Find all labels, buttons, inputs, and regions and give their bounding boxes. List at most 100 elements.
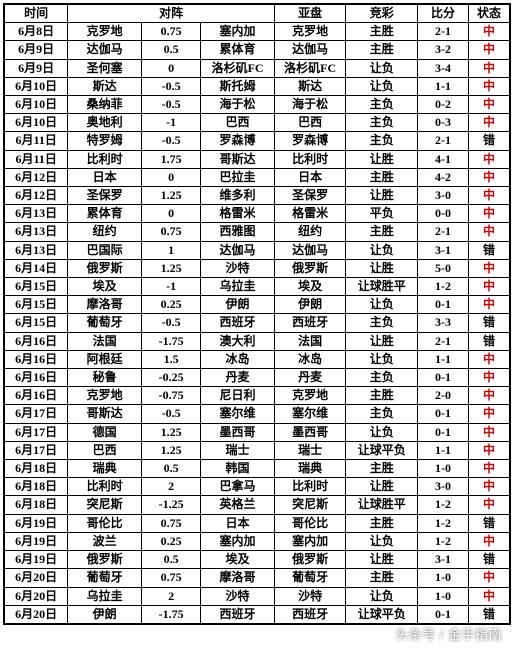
cell-jingcai: 主胜 <box>346 223 418 241</box>
table-header: 时间 对阵 亚盘 竞彩 比分 状态 <box>5 5 510 23</box>
cell-jingcai: 主胜 <box>346 168 418 186</box>
cell-status: 中 <box>469 350 510 368</box>
cell-status: 中 <box>469 168 510 186</box>
cell-team1: 比利时 <box>68 150 142 168</box>
cell-team2: 巴西 <box>201 114 275 132</box>
cell-handicap: -1.75 <box>141 605 200 623</box>
table-row: 6月12日圣保罗1.25维多利圣保罗让胜3-0中 <box>5 187 510 205</box>
header-date: 时间 <box>5 5 68 23</box>
cell-score: 0-1 <box>417 405 468 423</box>
header-status: 状态 <box>469 5 510 23</box>
cell-team2: 瑞士 <box>201 441 275 459</box>
cell-status: 中 <box>469 259 510 277</box>
table-row: 6月13日累体育0格雷米格雷米平负0-0中 <box>5 205 510 223</box>
table-row: 6月9日达伽马0.5累体育达伽马主胜3-2中 <box>5 41 510 59</box>
cell-team1: 特罗姆 <box>68 132 142 150</box>
cell-jingcai: 让负 <box>346 587 418 605</box>
cell-jingcai: 主负 <box>346 369 418 387</box>
cell-team2: 达伽马 <box>201 241 275 259</box>
cell-date: 6月16日 <box>5 332 68 350</box>
header-score: 比分 <box>417 5 468 23</box>
cell-handicap: 1.25 <box>141 423 200 441</box>
cell-status: 错 <box>469 314 510 332</box>
cell-team2: 冰岛 <box>201 350 275 368</box>
cell-score: 2-0 <box>417 387 468 405</box>
cell-team1: 累体育 <box>68 205 142 223</box>
cell-date: 6月19日 <box>5 551 68 569</box>
cell-score: 1-0 <box>417 460 468 478</box>
cell-team2: 海于松 <box>201 96 275 114</box>
table-row: 6月9日圣何塞0洛杉矶FC洛杉矶FC让负3-4中 <box>5 59 510 77</box>
cell-team2: 澳大利 <box>201 332 275 350</box>
cell-yapan: 洛杉矶FC <box>274 59 346 77</box>
cell-score: 2-1 <box>417 132 468 150</box>
cell-jingcai: 让胜 <box>346 332 418 350</box>
cell-yapan: 沙特 <box>274 587 346 605</box>
cell-team2: 罗森博 <box>201 132 275 150</box>
cell-team2: 塞内加 <box>201 532 275 550</box>
cell-team1: 比利时 <box>68 478 142 496</box>
cell-yapan: 法国 <box>274 332 346 350</box>
cell-score: 0-0 <box>417 205 468 223</box>
cell-jingcai: 让负 <box>346 77 418 95</box>
cell-team1: 日本 <box>68 168 142 186</box>
table-row: 6月19日俄罗斯0.5埃及俄罗斯让胜3-1错 <box>5 551 510 569</box>
cell-score: 1-2 <box>417 532 468 550</box>
cell-handicap: -0.5 <box>141 132 200 150</box>
cell-score: 1-2 <box>417 278 468 296</box>
cell-date: 6月15日 <box>5 314 68 332</box>
cell-team1: 乌拉圭 <box>68 587 142 605</box>
cell-handicap: -0.5 <box>141 77 200 95</box>
cell-yapan: 墨西哥 <box>274 423 346 441</box>
cell-team1: 奥地利 <box>68 114 142 132</box>
cell-jingcai: 主胜 <box>346 41 418 59</box>
cell-yapan: 丹麦 <box>274 369 346 387</box>
cell-status: 错 <box>469 332 510 350</box>
cell-team1: 波兰 <box>68 532 142 550</box>
cell-team2: 摩洛哥 <box>201 569 275 587</box>
cell-score: 1-0 <box>417 569 468 587</box>
cell-status: 中 <box>469 77 510 95</box>
cell-status: 中 <box>469 423 510 441</box>
table-row: 6月20日伊朗-1.75西班牙西班牙让球平负0-1错 <box>5 605 510 623</box>
cell-yapan: 突尼斯 <box>274 496 346 514</box>
cell-team1: 哥斯达 <box>68 405 142 423</box>
cell-status: 错 <box>469 551 510 569</box>
table-row: 6月15日摩洛哥0.25伊朗伊朗让负0-1中 <box>5 296 510 314</box>
table-body: 6月8日克罗地0.75塞内加克罗地主胜2-1中6月9日达伽马0.5累体育达伽马主… <box>5 23 510 624</box>
cell-team2: 西班牙 <box>201 605 275 623</box>
cell-status: 中 <box>469 460 510 478</box>
table-row: 6月18日比利时2巴拿马比利时让胜3-0中 <box>5 478 510 496</box>
cell-date: 6月9日 <box>5 41 68 59</box>
cell-yapan: 葡萄牙 <box>274 569 346 587</box>
cell-handicap: 1.25 <box>141 187 200 205</box>
cell-handicap: -1.25 <box>141 496 200 514</box>
cell-team1: 葡萄牙 <box>68 314 142 332</box>
table-row: 6月10日斯达-0.5斯托姆斯达让负1-1中 <box>5 77 510 95</box>
cell-yapan: 达伽马 <box>274 241 346 259</box>
cell-date: 6月10日 <box>5 114 68 132</box>
table-row: 6月17日哥斯达-0.5塞尔维塞尔维主负0-1中 <box>5 405 510 423</box>
cell-score: 3-4 <box>417 59 468 77</box>
table-row: 6月16日克罗地-0.75尼日利克罗地主胜2-0中 <box>5 387 510 405</box>
cell-date: 6月10日 <box>5 77 68 95</box>
cell-yapan: 纽约 <box>274 223 346 241</box>
cell-handicap: 1 <box>141 241 200 259</box>
cell-status: 中 <box>469 205 510 223</box>
cell-jingcai: 让球平负 <box>346 605 418 623</box>
cell-jingcai: 让胜 <box>346 187 418 205</box>
cell-jingcai: 让负 <box>346 241 418 259</box>
cell-date: 6月18日 <box>5 478 68 496</box>
cell-date: 6月17日 <box>5 405 68 423</box>
table-row: 6月11日特罗姆-0.5罗森博罗森博主负2-1错 <box>5 132 510 150</box>
table-row: 6月12日日本0巴拉圭日本主胜4-2中 <box>5 168 510 186</box>
cell-team1: 秘鲁 <box>68 369 142 387</box>
cell-score: 0-1 <box>417 369 468 387</box>
watermark: 头条号 / 金手指南 <box>395 624 502 643</box>
cell-handicap: 0.75 <box>141 514 200 532</box>
cell-score: 0-2 <box>417 96 468 114</box>
header-yapan: 亚盘 <box>274 5 346 23</box>
cell-handicap: -0.5 <box>141 405 200 423</box>
cell-team2: 日本 <box>201 514 275 532</box>
cell-handicap: -0.5 <box>141 314 200 332</box>
